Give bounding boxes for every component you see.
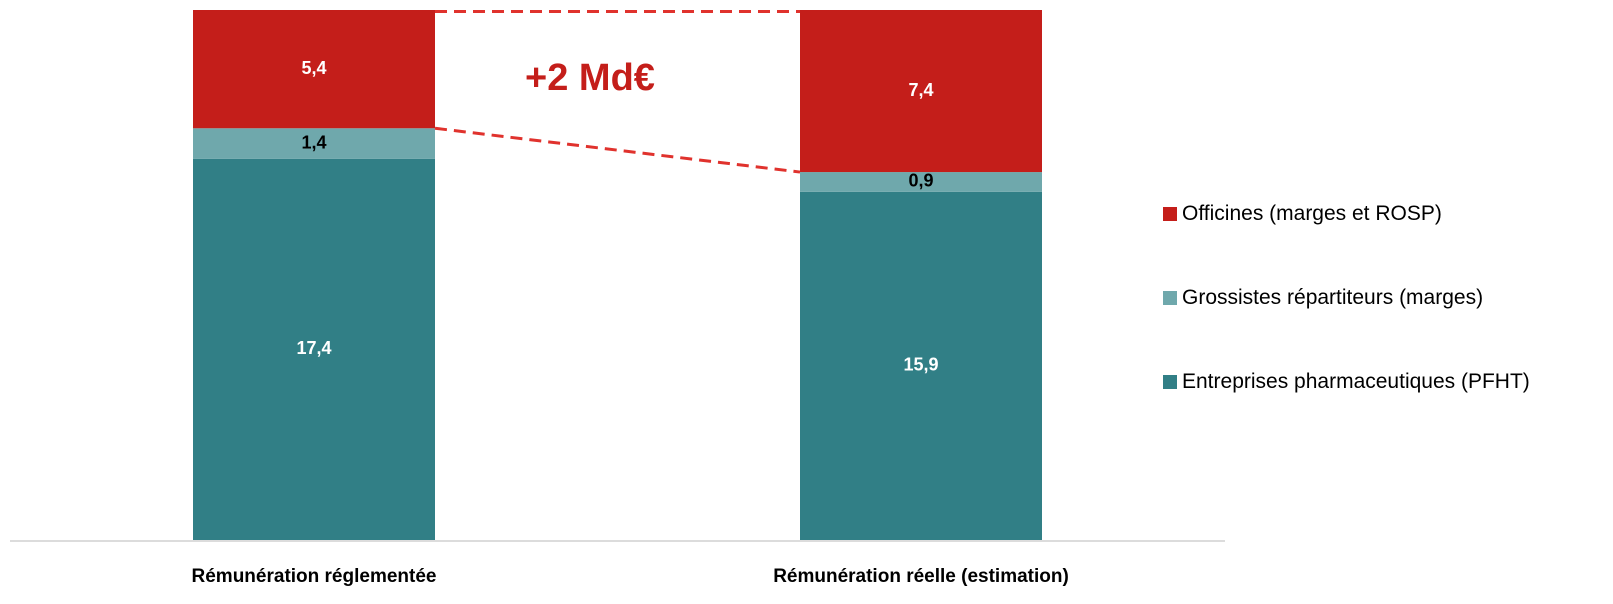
value-label: 1,4 <box>301 132 326 152</box>
value-label: 15,9 <box>903 355 938 375</box>
annotation: +2 Md€ <box>525 57 655 99</box>
legend-label: Officines (marges et ROSP) <box>1182 202 1442 225</box>
x-tick-label: Rémunération réglementée <box>192 566 437 587</box>
legend-swatch <box>1163 375 1177 389</box>
value-label: 17,4 <box>296 338 331 358</box>
legend-swatch <box>1163 291 1177 305</box>
legend-swatch <box>1163 207 1177 221</box>
value-label: 7,4 <box>908 80 933 100</box>
legend-item: Grossistes répartiteurs (marges) <box>1163 282 1563 313</box>
bar-segment <box>193 10 435 129</box>
value-label: 0,9 <box>908 171 933 191</box>
chart: +2 Md€ 17,4 1,4 5,4 Rémunération réglementé… <box>10 10 1225 587</box>
legend-item: Entreprises pharmaceutiques (PFHT) <box>1163 366 1563 397</box>
bar-segment <box>193 158 435 541</box>
value-label: 5,4 <box>301 58 326 78</box>
legend-label: Entreprises pharmaceutiques (PFHT) <box>1182 370 1530 393</box>
legend-item: Officines (marges et ROSP) <box>1163 198 1563 229</box>
x-tick-label: Rémunération réelle (estimation) <box>773 566 1069 587</box>
bar-segment <box>800 191 1042 540</box>
bar-segment <box>800 10 1042 173</box>
legend-label: Grossistes répartiteurs (marges) <box>1182 286 1484 309</box>
bar-segment <box>800 172 1042 192</box>
bar-segment <box>193 128 435 159</box>
connector <box>434 126 801 174</box>
